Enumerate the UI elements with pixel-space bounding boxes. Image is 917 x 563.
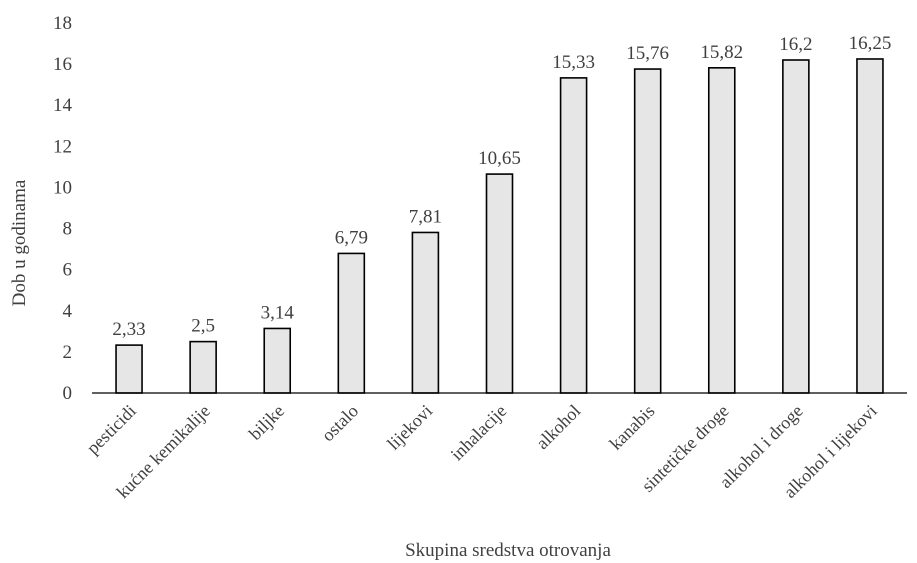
data-label: 3,14 (261, 302, 295, 323)
data-label: 16,2 (779, 34, 812, 55)
data-label: 2,5 (191, 316, 215, 337)
x-tick-label: alkohol (532, 401, 584, 453)
x-tick-label: biljke (245, 401, 288, 444)
data-label: 15,33 (552, 52, 595, 73)
x-tick-label: ostalo (318, 401, 363, 446)
x-tick-label: kanabis (605, 401, 658, 454)
y-tick-label: 8 (63, 219, 73, 240)
bar (189, 340, 217, 394)
bar (485, 173, 514, 394)
x-axis-title: Skupina sredstva otrovanja (405, 540, 611, 561)
data-label: 16,25 (849, 33, 892, 54)
y-tick-label: 12 (53, 136, 72, 157)
bar (337, 252, 366, 394)
bar (411, 231, 440, 394)
y-tick-label: 6 (63, 260, 73, 281)
data-labels: 2,33 2,5 3,14 6,79 7,81 10,65 15,33 15,76 15,82 1… (112, 33, 891, 340)
bar (633, 68, 662, 394)
data-label: 15,76 (626, 43, 669, 64)
y-tick-label: 10 (53, 177, 72, 198)
y-tick-label: 16 (53, 54, 72, 75)
x-tick-label: inhalacije (447, 401, 511, 465)
bars (115, 58, 884, 394)
data-label: 2,33 (112, 319, 145, 340)
y-axis-title: Dob u godinama (9, 179, 30, 306)
y-tick-label: 2 (63, 342, 73, 363)
x-tick-label: lijekovi (383, 401, 436, 454)
x-tick-label: pesticidi (83, 401, 140, 458)
bar (263, 327, 292, 394)
bar (559, 77, 588, 394)
data-label: 7,81 (409, 206, 442, 227)
y-tick-label: 14 (53, 95, 73, 116)
y-tick-label: 4 (63, 301, 73, 322)
data-label: 15,82 (700, 42, 743, 63)
data-label: 10,65 (478, 148, 521, 169)
data-label: 6,79 (335, 227, 368, 248)
y-tick-label: 18 (53, 13, 72, 34)
y-axis-ticks: 0 2 4 6 8 10 12 14 16 18 (53, 13, 73, 404)
bar (707, 67, 736, 394)
bar (856, 58, 884, 394)
bar (115, 344, 143, 394)
bar (782, 59, 810, 394)
y-tick-label: 0 (63, 383, 73, 404)
